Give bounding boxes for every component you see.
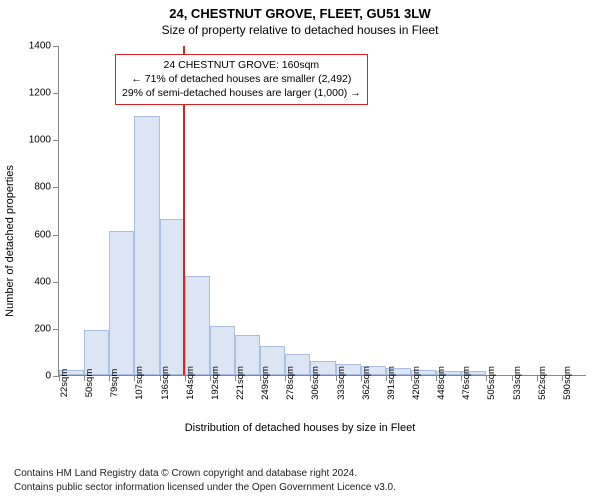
x-tick-label: 192sqm	[210, 366, 221, 400]
y-tick-label: 1000	[29, 135, 51, 146]
y-tick-label: 1400	[29, 41, 51, 52]
x-tick-label: 50sqm	[84, 369, 95, 398]
x-tick-label: 164sqm	[185, 366, 196, 400]
x-tick-label: 562sqm	[537, 366, 548, 400]
page-title: 24, CHESTNUT GROVE, FLEET, GU51 3LW	[0, 6, 600, 21]
x-tick-label: 476sqm	[461, 366, 472, 400]
histogram-bar	[160, 219, 185, 375]
legend-line-larger: 29% of semi-detached houses are larger (…	[122, 86, 361, 100]
y-tick	[53, 235, 59, 236]
y-tick	[53, 46, 59, 47]
histogram-bar	[185, 276, 210, 375]
y-tick-label: 800	[34, 182, 51, 193]
x-tick-label: 420sqm	[411, 366, 422, 400]
y-tick	[53, 329, 59, 330]
x-tick-label: 79sqm	[109, 369, 120, 398]
x-tick-label: 533sqm	[512, 366, 523, 400]
x-tick-label: 448sqm	[436, 366, 447, 400]
y-tick-label: 400	[34, 276, 51, 287]
x-tick-label: 136sqm	[160, 366, 171, 400]
x-tick-label: 505sqm	[486, 366, 497, 400]
y-tick-label: 0	[45, 371, 51, 382]
chart-container: Number of detached properties 0 200 400 600…	[0, 42, 600, 440]
y-axis-label: Number of detached properties	[4, 165, 16, 317]
x-tick-label: 590sqm	[562, 366, 573, 400]
x-tick-label: 221sqm	[235, 366, 246, 400]
y-tick-label: 1200	[29, 88, 51, 99]
footer-attribution: Contains HM Land Registry data © Crown c…	[14, 467, 396, 494]
x-tick-label: 249sqm	[260, 366, 271, 400]
x-tick-label: 278sqm	[285, 366, 296, 400]
x-tick-label: 107sqm	[134, 366, 145, 400]
y-tick	[53, 140, 59, 141]
y-tick-label: 600	[34, 229, 51, 240]
y-tick	[53, 93, 59, 94]
histogram-bar	[109, 231, 134, 375]
chart-legend-box: 24 CHESTNUT GROVE: 160sqm ← 71% of detac…	[115, 54, 368, 105]
x-tick-label: 362sqm	[361, 366, 372, 400]
x-tick-label: 391sqm	[386, 366, 397, 400]
x-axis-label: Distribution of detached houses by size …	[185, 422, 416, 434]
y-tick	[53, 282, 59, 283]
legend-line-smaller: ← 71% of detached houses are smaller (2,…	[122, 72, 361, 86]
legend-line-property: 24 CHESTNUT GROVE: 160sqm	[122, 58, 361, 72]
footer-line-1: Contains HM Land Registry data © Crown c…	[14, 467, 396, 481]
y-tick	[53, 187, 59, 188]
footer-line-2: Contains public sector information licen…	[14, 481, 396, 495]
y-tick-label: 200	[34, 323, 51, 334]
page-subtitle: Size of property relative to detached ho…	[0, 23, 600, 37]
x-tick-label: 22sqm	[59, 369, 70, 398]
x-tick-label: 306sqm	[310, 366, 321, 400]
histogram-bar	[134, 116, 159, 375]
x-tick-label: 333sqm	[336, 366, 347, 400]
